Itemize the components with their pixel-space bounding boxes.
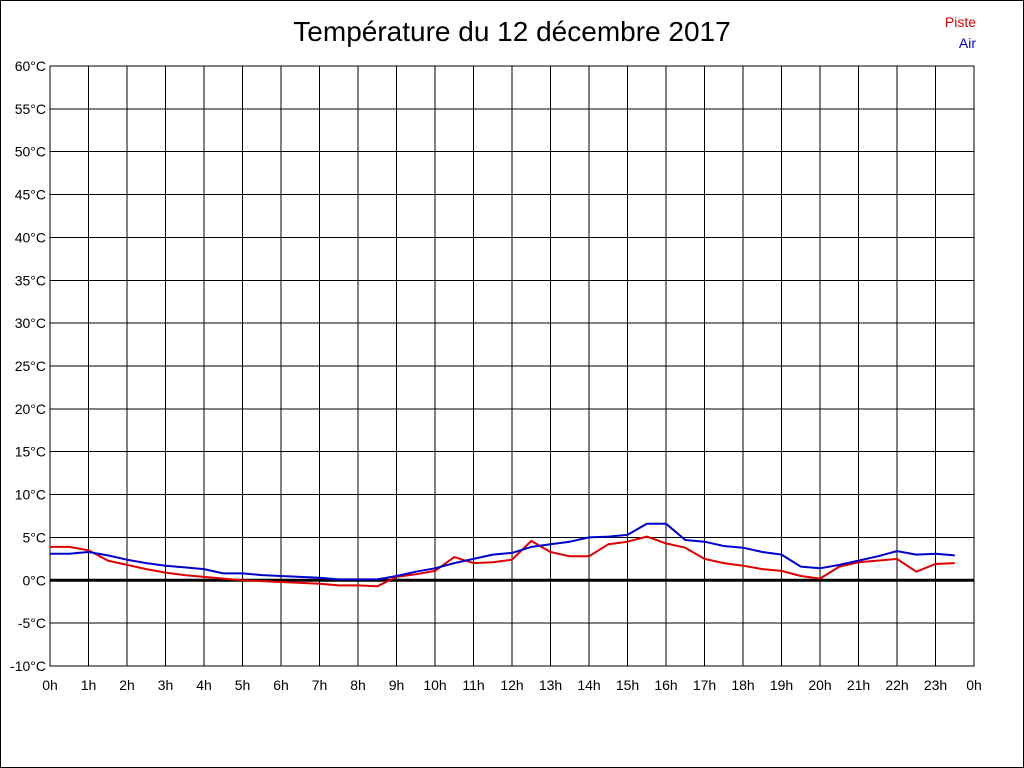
x-tick-label: 2h bbox=[119, 677, 135, 693]
x-tick-label: 21h bbox=[847, 677, 870, 693]
x-tick-label: 17h bbox=[693, 677, 716, 693]
y-tick-label: 50°C bbox=[15, 144, 46, 160]
x-tick-label: 5h bbox=[235, 677, 251, 693]
x-tick-label: 0h bbox=[42, 677, 58, 693]
series-line-air bbox=[50, 522, 955, 581]
y-tick-label: 45°C bbox=[15, 187, 46, 203]
x-tick-label: 4h bbox=[196, 677, 212, 693]
chart-title: Température du 12 décembre 2017 bbox=[293, 16, 731, 47]
x-tick-label: 10h bbox=[423, 677, 446, 693]
x-tick-label: 6h bbox=[273, 677, 289, 693]
x-tick-label: 12h bbox=[500, 677, 523, 693]
chart-legend: Piste Air bbox=[945, 12, 976, 54]
x-tick-label: 23h bbox=[924, 677, 947, 693]
x-tick-label: 1h bbox=[81, 677, 97, 693]
y-tick-label: 15°C bbox=[15, 444, 46, 460]
plot-border bbox=[49, 65, 975, 667]
x-tick-label: 15h bbox=[616, 677, 639, 693]
y-tick-label: 0°C bbox=[23, 572, 47, 588]
legend-item-air: Air bbox=[958, 35, 976, 51]
x-tick-label: 11h bbox=[462, 677, 484, 693]
x-tick-label: 16h bbox=[654, 677, 677, 693]
x-tick-label: 14h bbox=[577, 677, 600, 693]
y-tick-label: -5°C bbox=[18, 615, 46, 631]
legend-item-piste: Piste bbox=[944, 14, 976, 30]
y-tick-label: 30°C bbox=[15, 315, 46, 331]
y-tick-label: 55°C bbox=[15, 101, 46, 117]
x-tick-label: 0h bbox=[966, 677, 982, 693]
x-tick-label: 22h bbox=[885, 677, 908, 693]
x-tick-label: 3h bbox=[158, 677, 174, 693]
x-tick-label: 8h bbox=[350, 677, 366, 693]
x-tick-label: 19h bbox=[770, 677, 793, 693]
y-tick-label: 10°C bbox=[15, 487, 46, 503]
y-tick-label: 20°C bbox=[15, 401, 46, 417]
y-tick-label: 5°C bbox=[23, 529, 47, 545]
x-tick-label: 13h bbox=[539, 677, 562, 693]
x-tick-label: 20h bbox=[808, 677, 831, 693]
y-tick-label: 60°C bbox=[15, 58, 46, 74]
series-line-piste bbox=[50, 535, 955, 588]
x-tick-label: 7h bbox=[312, 677, 328, 693]
y-tick-label: 40°C bbox=[15, 229, 46, 245]
y-tick-label: 35°C bbox=[15, 272, 46, 288]
x-tick-label: 9h bbox=[389, 677, 405, 693]
y-tick-label: 25°C bbox=[15, 358, 46, 374]
x-tick-label: 18h bbox=[731, 677, 754, 693]
y-tick-label: -10°C bbox=[10, 658, 46, 674]
